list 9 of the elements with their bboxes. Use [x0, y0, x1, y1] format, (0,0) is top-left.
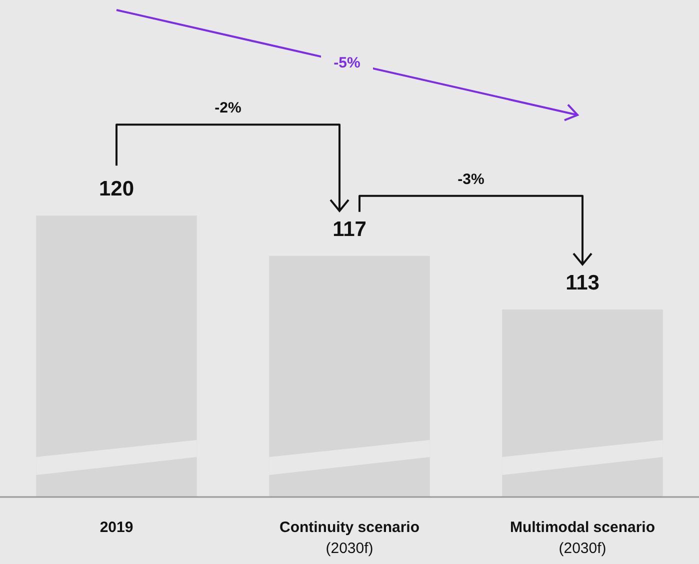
data-label: 113: [566, 271, 600, 294]
text: -2%: [214, 100, 242, 117]
text: -3%: [458, 170, 484, 188]
x-tick-label: 2019: [100, 519, 134, 536]
x-tick-label: Multimodal scenario (2030f): [510, 519, 656, 557]
data-label: 117: [332, 218, 366, 241]
text: -5%: [334, 54, 360, 72]
data-label: 120: [98, 178, 134, 201]
x-tick-label: Continuity scenario (2030f): [279, 519, 420, 557]
